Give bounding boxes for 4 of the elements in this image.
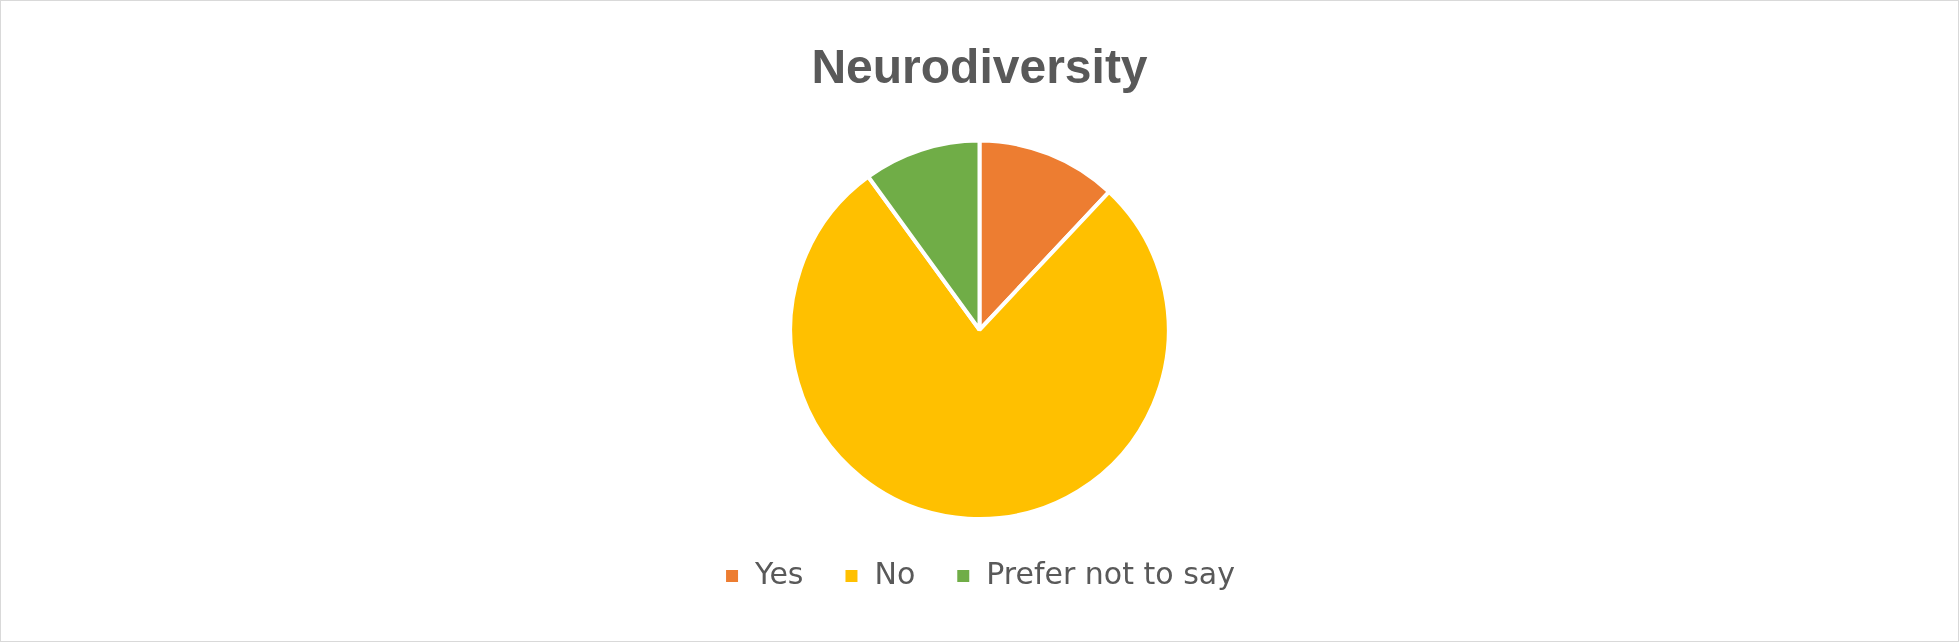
chart-title: Neurodiversity — [811, 40, 1148, 94]
legend-label: No — [874, 555, 916, 591]
legend-label: Yes — [754, 555, 804, 591]
legend-label: Prefer not to say — [986, 555, 1235, 591]
